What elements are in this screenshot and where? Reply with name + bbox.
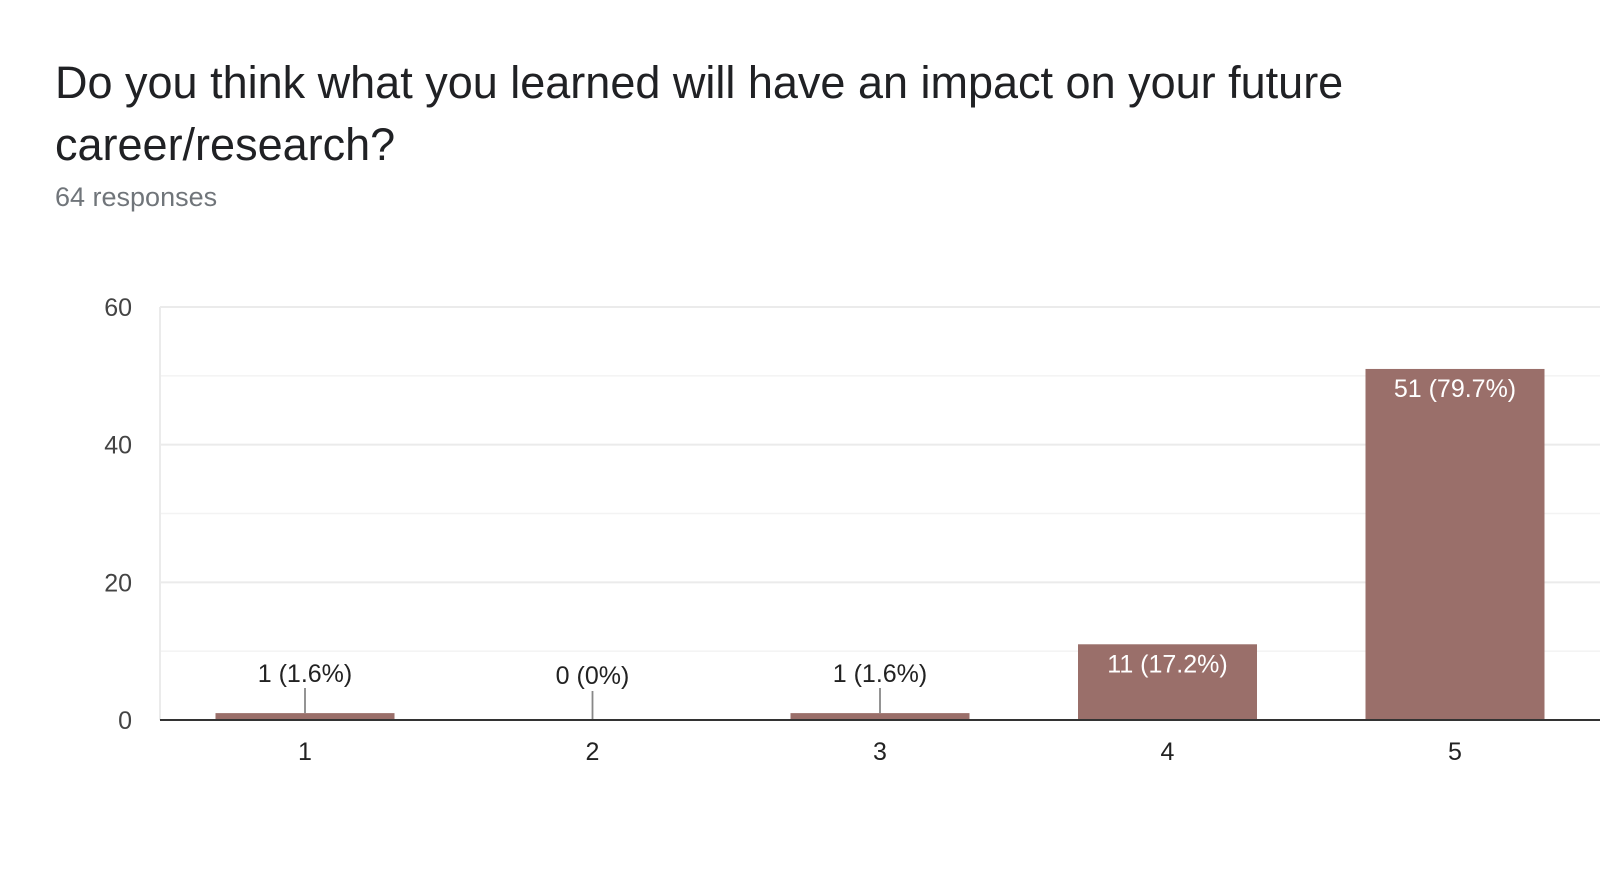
bar[interactable]: [1365, 368, 1545, 720]
bar-data-label: 0 (0%): [556, 662, 630, 690]
x-category-label: 3: [873, 738, 887, 766]
x-category-label: 4: [1161, 738, 1175, 766]
bar[interactable]: [790, 713, 970, 720]
bar[interactable]: [1078, 644, 1257, 720]
x-category-label: 2: [586, 738, 600, 766]
bar-data-label: 1 (1.6%): [258, 660, 352, 688]
bar-data-label: 1 (1.6%): [833, 660, 927, 688]
response-count: 64 responses: [55, 182, 218, 212]
bar-data-label: 51 (79.7%): [1394, 375, 1516, 403]
y-tick-label: 60: [104, 294, 132, 322]
y-tick-label: 20: [104, 569, 132, 597]
chart-title: Do you think what you learned will have …: [55, 57, 1344, 170]
y-tick-label: 0: [118, 707, 132, 735]
bar[interactable]: [215, 713, 395, 720]
bar-data-label: 11 (17.2%): [1107, 650, 1227, 678]
x-category-label: 5: [1448, 738, 1462, 766]
x-category-label: 1: [298, 738, 312, 766]
y-tick-label: 40: [104, 432, 132, 460]
